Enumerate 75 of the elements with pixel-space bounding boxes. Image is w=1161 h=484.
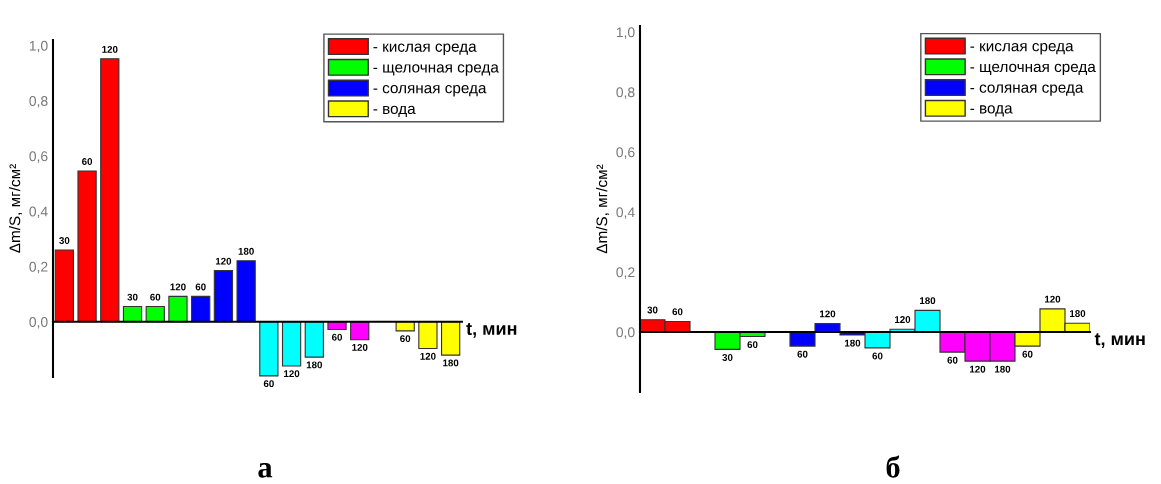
- annotation: 120: [970, 365, 986, 373]
- annotation: 30: [647, 306, 658, 314]
- y-tick-label: 0,2: [616, 267, 635, 279]
- annotation: 120: [170, 283, 186, 291]
- annotation: 60: [150, 293, 161, 301]
- legend-label: - кислая среда: [373, 43, 477, 55]
- bar: [191, 295, 211, 323]
- y-tick-label: 0,4: [616, 207, 635, 219]
- legend-label: - кислая среда: [970, 42, 1074, 55]
- annotation: 180: [443, 359, 459, 367]
- bar: [77, 170, 97, 323]
- bar: [100, 58, 120, 323]
- text: 60: [263, 380, 274, 388]
- annotation: 60: [672, 308, 683, 316]
- annotation: 120: [215, 257, 232, 265]
- bar: [789, 331, 816, 347]
- bar: [259, 321, 279, 377]
- annotation: 60: [947, 356, 958, 364]
- annotation: 120: [1045, 295, 1061, 303]
- x-axis-title: t, мин: [1094, 333, 1145, 348]
- annotation: 120: [284, 370, 300, 378]
- annotation: 180: [1070, 310, 1086, 317]
- annotation: 60: [747, 341, 758, 349]
- y-tick-label: 0,8: [616, 87, 635, 99]
- y-tick-label: 0,0: [29, 317, 48, 329]
- annotation: 60: [82, 158, 93, 165]
- annotation: 180: [306, 361, 323, 369]
- annotation: 60: [400, 335, 411, 343]
- annotation: 30: [59, 237, 70, 244]
- bar: [418, 321, 438, 350]
- bar: [281, 321, 302, 367]
- bar: [236, 260, 256, 323]
- legend-label: - соляная среда: [970, 84, 1084, 96]
- bar: [304, 321, 324, 358]
- bar: [54, 249, 75, 323]
- annotation: 60: [331, 333, 343, 341]
- y-tick-label: 0,8: [29, 96, 48, 108]
- bar: [213, 270, 234, 323]
- legend-label: - соляная среда: [373, 84, 487, 97]
- bar: [168, 295, 188, 323]
- y-tick-label: 0,0: [616, 327, 635, 339]
- legend-label: - вода: [373, 105, 416, 117]
- y-tick-label: 1,0: [616, 27, 635, 39]
- annotation: 180: [238, 247, 254, 255]
- annotation: 60: [872, 352, 883, 360]
- annotation: 120: [352, 344, 368, 351]
- annotation: 120: [102, 45, 118, 53]
- annotation: 120: [820, 310, 836, 318]
- bar: [122, 306, 143, 323]
- bar: [145, 306, 165, 323]
- y-tick-label: 0,6: [616, 147, 635, 159]
- annotation: 180: [995, 365, 1011, 373]
- text: б: [886, 455, 900, 478]
- annotation: 60: [195, 283, 206, 291]
- annotation: 60: [797, 350, 808, 358]
- annotation: 120: [420, 352, 436, 360]
- legend-label: - щелочная среда: [373, 64, 499, 76]
- text: а: [258, 463, 273, 478]
- annotation: 30: [722, 354, 733, 361]
- y-tick-label: 0,2: [29, 261, 48, 274]
- bar: [395, 321, 415, 332]
- annotation: 30: [127, 293, 138, 301]
- y-axis-title: Δm/S, мг/см²: [596, 164, 610, 254]
- y-tick-label: 0,6: [29, 151, 48, 163]
- x-axis-title: t, мин: [466, 323, 517, 338]
- legend-label: - щелочная среда: [970, 63, 1096, 76]
- y-tick-label: 1,0: [29, 40, 48, 53]
- bar: [440, 321, 461, 356]
- annotation: 60: [1022, 350, 1033, 358]
- annotation: 120: [895, 316, 911, 323]
- y-tick-label: 0,4: [29, 206, 48, 219]
- y-axis-title: Δm/S, мг/см²: [9, 164, 23, 253]
- annotation: 180: [845, 339, 861, 347]
- annotation: 180: [920, 297, 936, 305]
- legend-label: - вода: [970, 105, 1013, 117]
